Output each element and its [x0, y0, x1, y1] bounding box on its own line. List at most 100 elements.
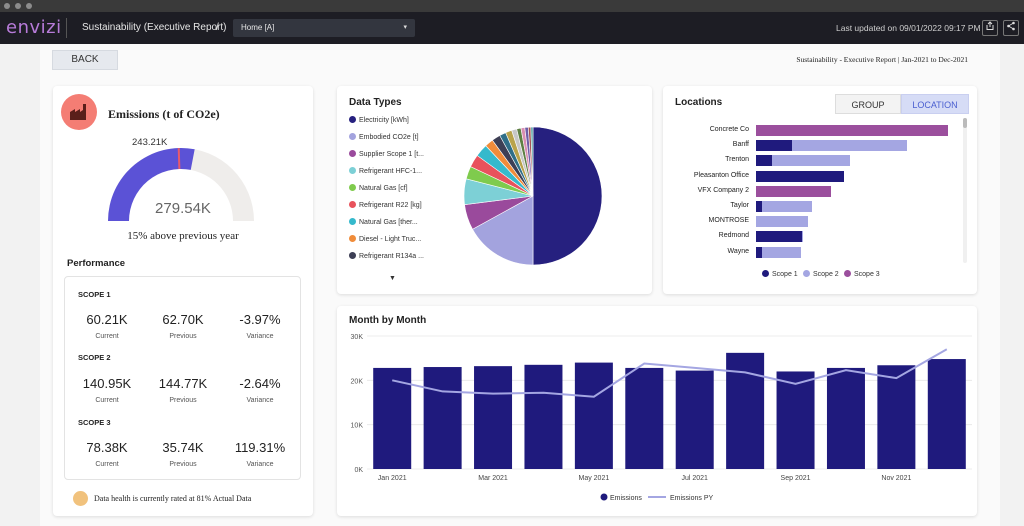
legend-item[interactable]: Refrigerant HFC-1...	[349, 167, 422, 175]
window-dot-icon	[15, 3, 21, 9]
location-bar-scope3[interactable]	[756, 125, 949, 136]
legend-item[interactable]: Supplier Scope 1 [t...	[349, 150, 424, 158]
scope-2-previous: 144.77K Previous	[158, 376, 208, 404]
location-label: Concrete Co	[709, 126, 749, 133]
legend-item[interactable]: Refrigerant R22 [kg]	[349, 201, 422, 209]
pie-slice[interactable]	[530, 126, 534, 197]
location-bar-scope2[interactable]	[792, 140, 907, 152]
location-bar-scope2[interactable]	[801, 231, 804, 243]
legend-label: Refrigerant R134a ...	[359, 253, 424, 260]
location-label: Wayne	[727, 247, 749, 255]
month-by-month-title: Month by Month	[349, 315, 427, 326]
scope-2-label: SCOPE 2	[78, 353, 111, 362]
month-bar[interactable]	[826, 367, 865, 469]
month-bar[interactable]	[574, 362, 613, 469]
export-button[interactable]	[982, 20, 998, 36]
legend-label: Natural Gas [cf]	[359, 185, 408, 192]
performance-title: Performance	[67, 258, 126, 269]
scope-1-label: SCOPE 1	[78, 290, 111, 299]
location-bar-scope1[interactable]	[756, 170, 845, 182]
legend-item[interactable]: Scope 3	[844, 270, 880, 278]
group-toggle[interactable]: GROUP	[835, 94, 901, 114]
legend-item[interactable]: Natural Gas [cf]	[349, 184, 408, 192]
emissions-py-line[interactable]	[391, 348, 948, 398]
breadcrumb[interactable]: Sustainability (Executive Report)	[82, 22, 227, 33]
location-label: Redmond	[718, 232, 749, 240]
month-by-month-card: Month by Month 30K 20K 10K 0K Jan 2021 Mar 20…	[337, 306, 977, 516]
location-label: Pleasanton Office	[693, 171, 749, 179]
share-box-icon	[986, 21, 994, 30]
legend-item[interactable]: Diesel - Light Truc...	[349, 235, 421, 243]
legend-item[interactable]: Refrigerant R134a ...	[349, 252, 424, 260]
month-bar[interactable]	[776, 371, 815, 469]
x-tick-label: Sep 2021	[781, 475, 811, 482]
gauge-target-marker	[177, 148, 181, 170]
location-bar-scope1[interactable]	[756, 155, 772, 167]
month-bar[interactable]	[524, 364, 563, 469]
month-bar[interactable]	[423, 367, 462, 469]
location-label: Banff	[732, 141, 749, 149]
month-bar[interactable]	[373, 367, 412, 469]
data-health-text: Data health is currently rated at 81% Ac…	[94, 494, 252, 503]
emissions-card: Emissions (t of CO2e) 243.21K 279.54K 15…	[53, 86, 313, 516]
location-bar-scope2[interactable]	[756, 216, 808, 228]
location-label: Taylor	[730, 202, 749, 209]
legend-label: Supplier Scope 1 [t...	[359, 151, 424, 158]
location-bar-scope2[interactable]	[771, 155, 850, 167]
legend-swatch	[349, 201, 356, 208]
data-types-card: Data Types Electricity [kWh] Embodied CO2…	[337, 86, 652, 294]
location-bar-scope1[interactable]	[756, 231, 802, 243]
y-tick-label: 10K	[351, 423, 364, 430]
share-button[interactable]	[1003, 20, 1019, 36]
month-by-month-chart: 30K 20K 10K 0K Jan 2021 Mar 2021 May 2021 Jul 2…	[351, 334, 972, 502]
emissions-title: Emissions (t of CO2e)	[108, 107, 220, 121]
scope-2-current: 140.95K Current	[82, 376, 132, 404]
scope-1-previous: 62.70K Previous	[162, 312, 204, 340]
legend-label-emissions[interactable]: Emissions	[610, 495, 642, 502]
location-bar-scope2[interactable]	[762, 201, 812, 212]
legend-label-emissions-py[interactable]: Emissions PY	[670, 495, 714, 502]
y-tick-label: 30K	[351, 334, 364, 341]
scope-3-current: 78.38K Current	[86, 440, 128, 468]
legend-label: Scope 2	[813, 271, 839, 278]
location-bar-scope2[interactable]	[762, 246, 802, 258]
location-label: VFX Company 2	[697, 186, 749, 194]
month-bar[interactable]	[675, 370, 714, 469]
month-bar[interactable]	[625, 367, 664, 469]
legend-item[interactable]: Natural Gas [ther...	[349, 218, 418, 226]
factory-icon	[61, 94, 97, 130]
location-toggle[interactable]: LOCATION	[901, 94, 969, 114]
scope-1-current: 60.21K Current	[86, 312, 128, 340]
location-bar-scope1[interactable]	[756, 140, 793, 152]
legend-swatch	[349, 116, 356, 123]
month-bar[interactable]	[927, 359, 966, 469]
scrollbar-thumb[interactable]	[963, 118, 967, 128]
legend-label: Electricity [kWh]	[359, 117, 409, 124]
x-tick-label: Jan 2021	[378, 475, 407, 482]
legend-item[interactable]: Scope 2	[803, 270, 839, 278]
legend-item[interactable]: Electricity [kWh]	[349, 116, 409, 124]
locations-card: Locations GROUP LOCATION Concrete Co Banf…	[663, 86, 977, 294]
back-button[interactable]: BACK	[52, 50, 118, 70]
legend-item[interactable]: Scope 1	[762, 270, 798, 278]
legend-item[interactable]: Embodied CO2e [t]	[349, 133, 419, 141]
legend-swatch	[349, 167, 356, 174]
location-bar-scope1[interactable]	[756, 246, 763, 258]
top-bar: envizi Sustainability (Executive Report)…	[0, 12, 1024, 44]
pie-slice[interactable]	[472, 195, 534, 266]
share-nodes-icon	[1007, 21, 1015, 31]
location-bar-scope3[interactable]	[756, 185, 832, 197]
month-bar[interactable]	[474, 366, 513, 469]
y-tick-label: 0K	[354, 467, 363, 474]
legend-more-icon[interactable]: ▼	[389, 275, 396, 282]
envizi-logo[interactable]: envizi	[6, 17, 62, 38]
legend-swatch	[349, 218, 356, 225]
location-selector[interactable]: Home [A] ▾	[233, 19, 415, 37]
pie-slice[interactable]	[532, 126, 603, 266]
window-dot-icon	[26, 3, 32, 9]
year-comparison: 15% above previous year	[127, 230, 239, 242]
location-bar-scope1[interactable]	[756, 201, 763, 212]
scrollbar-track[interactable]	[963, 118, 967, 263]
month-bar[interactable]	[877, 365, 916, 469]
divider	[66, 18, 67, 38]
